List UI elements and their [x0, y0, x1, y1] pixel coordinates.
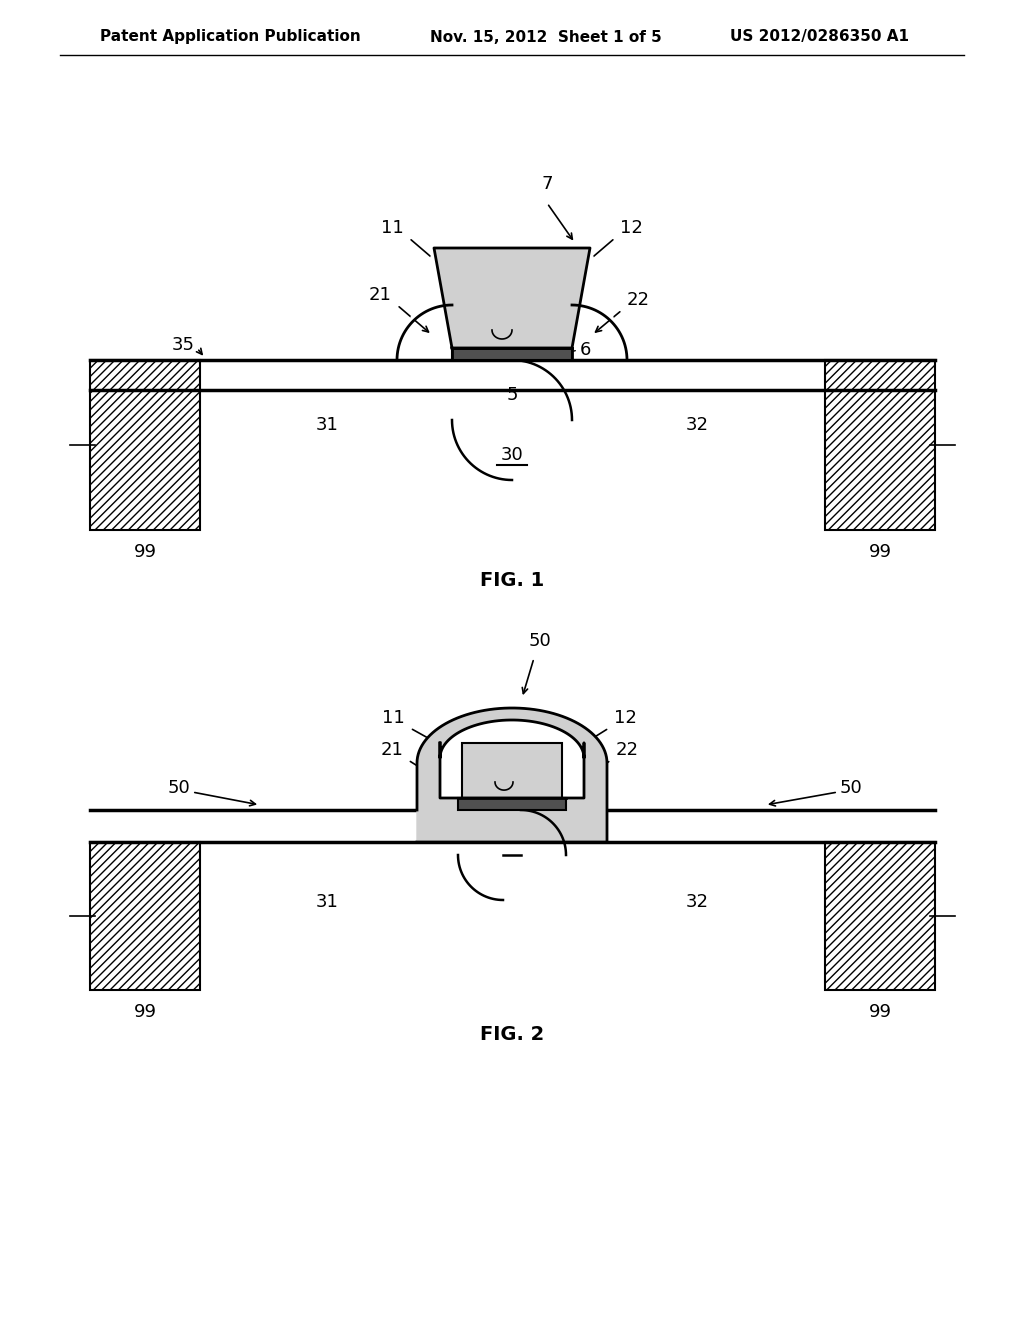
Bar	[825, 842, 935, 990]
Polygon shape	[397, 248, 452, 360]
Bar	[90, 360, 200, 531]
Text: 32: 32	[685, 894, 709, 911]
Text: 99: 99	[868, 1003, 892, 1020]
Text: 22: 22	[627, 290, 650, 309]
Text: 12: 12	[614, 709, 637, 727]
Text: 10: 10	[496, 766, 518, 784]
Text: 22: 22	[616, 741, 639, 759]
Bar	[90, 842, 200, 990]
Text: 10: 10	[496, 313, 518, 331]
Text: 21: 21	[369, 286, 392, 304]
Text: 7: 7	[542, 176, 553, 193]
Text: FIG. 1: FIG. 1	[480, 570, 544, 590]
Text: 11: 11	[381, 219, 404, 238]
Text: 50: 50	[167, 779, 190, 797]
Bar	[458, 799, 566, 810]
Bar	[90, 842, 200, 990]
Text: 50: 50	[840, 779, 863, 797]
Text: 6: 6	[580, 341, 592, 359]
Bar	[825, 360, 935, 531]
Text: 99: 99	[868, 543, 892, 561]
Bar	[452, 348, 572, 360]
Text: US 2012/0286350 A1: US 2012/0286350 A1	[730, 29, 909, 45]
Text: 35: 35	[172, 337, 195, 354]
Text: 5: 5	[506, 385, 518, 404]
Text: 50: 50	[528, 632, 551, 649]
Bar	[825, 842, 935, 990]
Text: 21: 21	[380, 741, 403, 759]
Text: 31: 31	[315, 894, 339, 911]
Text: 12: 12	[620, 219, 643, 238]
Text: 31: 31	[315, 416, 339, 434]
Bar	[825, 360, 935, 531]
Text: 99: 99	[133, 1003, 157, 1020]
Text: Nov. 15, 2012  Sheet 1 of 5: Nov. 15, 2012 Sheet 1 of 5	[430, 29, 662, 45]
Text: 11: 11	[382, 709, 406, 727]
Text: 99: 99	[133, 543, 157, 561]
Text: 32: 32	[685, 416, 709, 434]
Bar	[462, 743, 562, 799]
Polygon shape	[572, 248, 627, 360]
Text: Patent Application Publication: Patent Application Publication	[100, 29, 360, 45]
Polygon shape	[417, 708, 607, 842]
Text: FIG. 2: FIG. 2	[480, 1026, 544, 1044]
Text: 30: 30	[501, 446, 523, 465]
Polygon shape	[440, 719, 584, 799]
Bar	[90, 360, 200, 531]
Polygon shape	[434, 248, 590, 348]
